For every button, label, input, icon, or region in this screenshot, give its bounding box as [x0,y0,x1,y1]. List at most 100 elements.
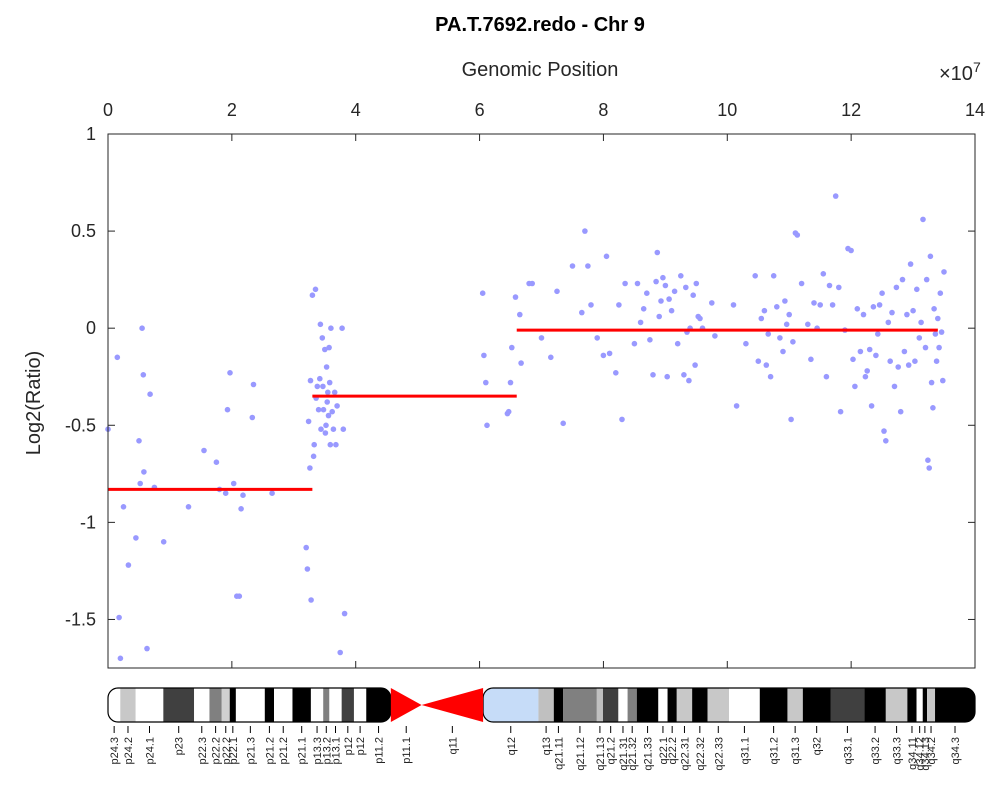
data-point-61 [328,325,334,332]
band-label-11: p21.1 [297,737,309,765]
data-point-43 [314,383,321,390]
data-point-219 [941,269,947,275]
band-37 [802,688,831,722]
data-point-218 [940,377,946,384]
data-point-183 [879,290,885,297]
band-label-21: q13 [541,737,553,755]
data-point-192 [897,408,904,415]
data-point-115 [666,296,672,302]
band-2 [135,688,164,722]
data-point-99 [619,416,625,423]
data-point-191 [895,364,901,370]
band-3 [163,688,195,722]
band-1 [120,688,136,722]
band-label-17: p11.2 [374,737,386,764]
data-point-34 [305,418,312,425]
band-27 [627,688,637,722]
data-point-18 [213,459,220,466]
band-fills [108,688,975,722]
data-point-184 [881,428,887,434]
data-point-125 [690,292,696,299]
band-label-18: p11.1 [401,737,413,764]
data-point-7 [136,438,142,444]
data-point-11 [141,469,147,475]
data-point-39 [310,453,317,460]
band-label-9: p21.2 [264,737,276,765]
data-point-202 [918,319,924,326]
data-point-96 [606,350,613,357]
data-point-25 [236,593,243,599]
data-point-52 [322,430,329,436]
data-point-4 [120,504,127,510]
data-point-206 [925,457,931,464]
data-point-140 [763,362,770,368]
band-label-26: q21.31 [618,737,630,771]
band-39 [864,688,886,722]
data-point-127 [693,280,700,287]
data-point-32 [303,544,310,551]
segment-lines [108,328,938,491]
data-point-139 [761,307,768,314]
band-31 [676,688,693,722]
data-point-3 [117,655,124,662]
data-point-87 [560,420,566,427]
band-label-12: p13.3 [312,737,324,765]
data-point-132 [712,333,718,339]
data-point-201 [916,335,923,341]
data-point-67 [337,649,344,656]
band-16 [353,688,367,722]
band-label-37: q32 [812,737,824,755]
y-tick-label-4: -1 [80,512,96,532]
data-point-157 [811,300,817,306]
band-45 [935,688,975,722]
band-23 [563,688,597,722]
data-point-33 [304,566,311,572]
y-tick-label-2: 0 [86,318,96,338]
data-point-37 [308,597,314,603]
data-point-119 [678,273,684,279]
data-point-178 [868,403,875,409]
data-point-6 [133,535,139,541]
data-point-166 [837,408,844,415]
data-point-102 [634,280,641,287]
data-point-64 [331,389,338,396]
data-point-112 [660,274,666,281]
band-11 [292,688,311,722]
data-point-141 [765,331,771,337]
band-label-30: q22.2 [667,737,679,765]
data-point-108 [653,278,659,285]
data-point-169 [848,247,854,254]
y-axis-label: Log2(Ratio) [23,351,45,456]
data-point-146 [780,348,786,355]
band-label-7: p22.1 [228,737,240,765]
x-tick-label-1: 2 [227,100,237,120]
band-20 [483,688,539,722]
data-point-217 [938,329,945,335]
data-point-120 [681,372,687,378]
data-point-116 [668,307,675,314]
data-point-77 [507,379,514,386]
band-13 [323,688,330,722]
x-axis-label: Genomic Position [462,59,619,81]
band-label-1: p24.2 [123,737,135,765]
data-point-53 [323,422,329,429]
data-point-30 [250,381,257,388]
data-point-123 [686,377,692,384]
band-8 [235,688,265,722]
x-ticks: 0 2 4 6 8 10 12 14 [103,100,985,668]
data-point-27 [240,492,246,499]
data-point-29 [249,414,256,421]
data-point-107 [650,372,656,378]
data-point-207 [926,465,932,471]
data-point-94 [600,352,607,359]
data-point-50 [320,406,327,413]
data-point-97 [613,370,619,376]
data-point-186 [885,319,892,326]
chart-title: PA.T.7692.redo - Chr 9 [435,14,645,36]
data-point-76 [505,408,512,415]
y-ticks: 1 0.5 0 -0.5 -1 -1.5 [65,124,975,629]
data-point-187 [887,358,893,365]
data-point-72 [481,352,487,359]
data-point-44 [315,406,322,413]
